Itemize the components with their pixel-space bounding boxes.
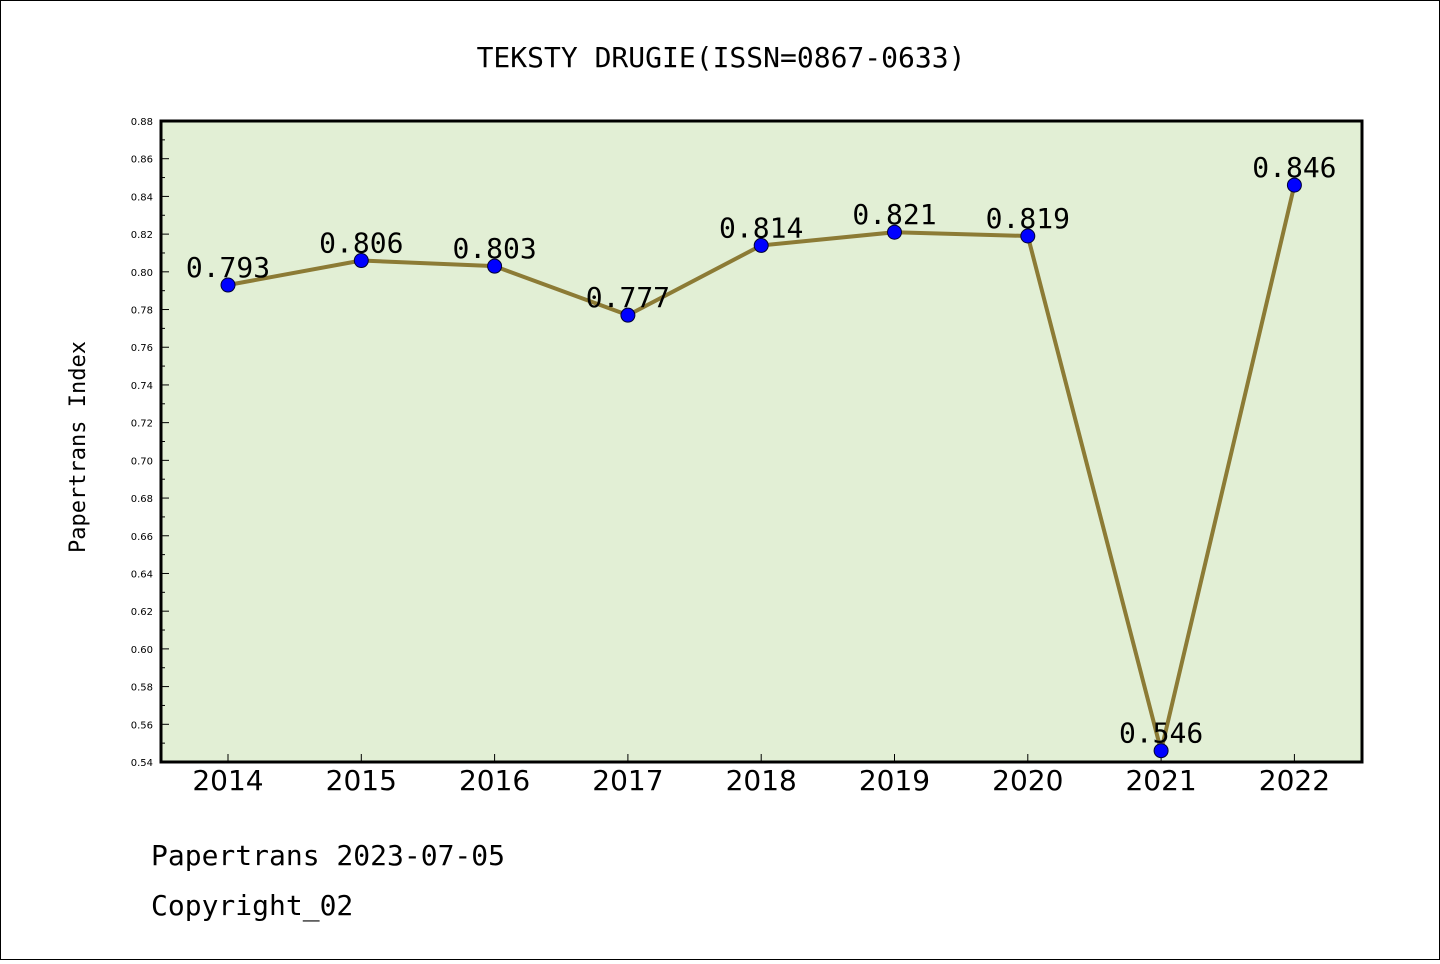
x-tick-label: 2014 (192, 764, 263, 797)
y-tick-label: 0.88 (131, 117, 153, 128)
y-axis-label: Papertrans Index (66, 341, 91, 553)
x-tick-label: 2019 (859, 764, 930, 797)
y-tick-label: 0.64 (131, 569, 153, 580)
data-label: 0.846 (1252, 151, 1336, 184)
data-point-marker (353, 253, 369, 269)
y-tick-label: 0.70 (131, 456, 153, 467)
x-tick-label: 2021 (1125, 764, 1196, 797)
data-label: 0.803 (452, 232, 536, 265)
data-point-marker (753, 237, 769, 253)
data-point-marker (620, 307, 636, 323)
data-label: 0.546 (1119, 717, 1203, 750)
y-tick-label: 0.80 (131, 268, 153, 279)
y-tick-label: 0.54 (131, 758, 153, 769)
y-tick-label: 0.72 (131, 419, 153, 430)
chart-title: TEKSTY DRUGIE(ISSN=0867-0633) (477, 41, 966, 74)
data-point-marker (887, 224, 902, 240)
y-tick-label: 0.84 (131, 192, 153, 203)
data-point-marker (1153, 743, 1169, 759)
y-axis: 0.54 0.56 0.58 0.60 0.62 0.64 0.66 0.68 0.70 0.72… (131, 117, 169, 769)
plot-area (159, 119, 1364, 764)
data-label: 0.821 (852, 198, 936, 231)
x-tick-label: 2022 (1259, 764, 1330, 797)
y-tick-label: 0.82 (131, 230, 153, 241)
x-axis: 2014 2015 2016 2017 2018 2019 2020 2021 2022 (192, 754, 1330, 797)
y-tick-label: 0.74 (131, 381, 153, 392)
y-tick-label: 0.60 (131, 645, 153, 656)
y-tick-label: 0.56 (131, 720, 153, 731)
footer-date: Papertrans 2023-07-05 (151, 839, 505, 872)
footer-copyright: Copyright_02 (151, 889, 353, 923)
x-tick-label: 2016 (459, 764, 530, 797)
x-tick-label: 2018 (726, 764, 797, 797)
x-tick-label: 2020 (992, 764, 1063, 797)
y-tick-label: 0.58 (131, 683, 153, 694)
data-point-marker (1020, 228, 1036, 244)
y-tick-label: 0.76 (131, 343, 153, 354)
y-tick-label: 0.66 (131, 532, 153, 543)
data-point-marker (220, 277, 236, 293)
data-label: 0.806 (319, 227, 403, 260)
data-point-marker (1286, 177, 1302, 193)
series-line-group (220, 177, 1302, 759)
data-label: 0.777 (586, 281, 670, 314)
y-tick-label: 0.78 (131, 306, 153, 317)
data-point-marker (487, 258, 503, 274)
data-label: 0.814 (719, 211, 803, 244)
x-tick-label: 2015 (326, 764, 397, 797)
x-tick-label: 2017 (592, 764, 663, 797)
y-tick-label: 0.86 (131, 155, 153, 166)
y-tick-label: 0.62 (131, 607, 153, 618)
data-label: 0.793 (186, 251, 270, 284)
data-labels: 0.793 0.806 0.803 0.777 0.814 0.821 0.819 0.546… (186, 151, 1337, 750)
data-label: 0.819 (986, 202, 1070, 235)
y-tick-label: 0.68 (131, 494, 153, 505)
